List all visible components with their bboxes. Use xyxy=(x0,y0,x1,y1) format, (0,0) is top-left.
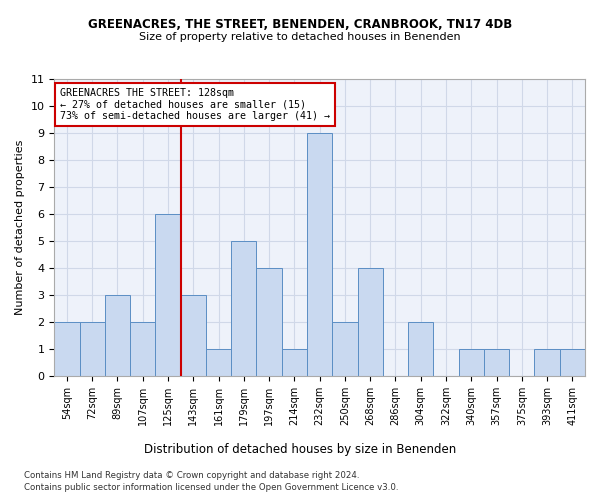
Text: GREENACRES, THE STREET, BENENDEN, CRANBROOK, TN17 4DB: GREENACRES, THE STREET, BENENDEN, CRANBR… xyxy=(88,18,512,30)
Text: Contains public sector information licensed under the Open Government Licence v3: Contains public sector information licen… xyxy=(24,484,398,492)
Bar xyxy=(484,349,509,376)
Bar xyxy=(155,214,181,376)
Bar xyxy=(256,268,282,376)
Bar xyxy=(80,322,105,376)
Text: Distribution of detached houses by size in Benenden: Distribution of detached houses by size … xyxy=(144,442,456,456)
Bar xyxy=(560,349,585,376)
Bar xyxy=(458,349,484,376)
Bar xyxy=(54,322,80,376)
Bar xyxy=(130,322,155,376)
Bar xyxy=(105,295,130,376)
Bar xyxy=(282,349,307,376)
Text: Size of property relative to detached houses in Benenden: Size of property relative to detached ho… xyxy=(139,32,461,42)
Text: Contains HM Land Registry data © Crown copyright and database right 2024.: Contains HM Land Registry data © Crown c… xyxy=(24,471,359,480)
Y-axis label: Number of detached properties: Number of detached properties xyxy=(15,140,25,315)
Bar xyxy=(332,322,358,376)
Bar xyxy=(535,349,560,376)
Bar xyxy=(206,349,231,376)
Bar xyxy=(181,295,206,376)
Bar xyxy=(358,268,383,376)
Text: GREENACRES THE STREET: 128sqm
← 27% of detached houses are smaller (15)
73% of s: GREENACRES THE STREET: 128sqm ← 27% of d… xyxy=(59,88,329,121)
Bar xyxy=(408,322,433,376)
Bar xyxy=(231,241,256,376)
Bar xyxy=(307,133,332,376)
